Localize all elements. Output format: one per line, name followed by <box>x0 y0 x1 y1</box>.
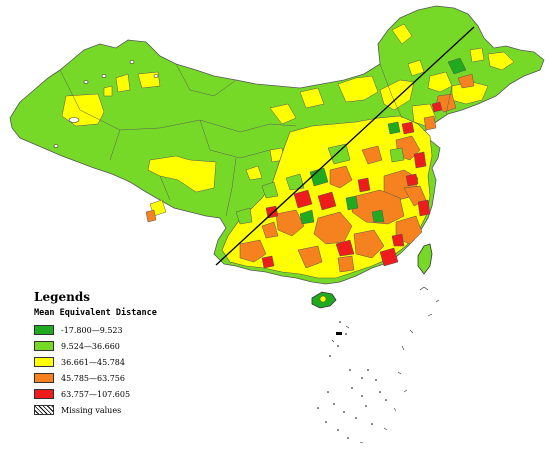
region-tibet-orange-1 <box>145 209 157 223</box>
south-china-sea-islands <box>331 286 440 444</box>
legend-swatch <box>34 325 54 335</box>
region-tibet-yellow-1 <box>147 155 217 193</box>
region-east-orange-4 <box>351 189 405 225</box>
region-east-green-3 <box>261 181 279 199</box>
region-darkgreen-2 <box>299 209 315 225</box>
legend-item-very-low: -17.800—9.523 <box>34 324 123 336</box>
region-red-4 <box>317 191 337 211</box>
legend-item-medium: 36.661—45.784 <box>34 356 125 368</box>
legend-swatch <box>34 341 54 351</box>
lakes <box>53 60 159 148</box>
region-east-orange-13 <box>261 221 279 239</box>
region-inner-mongolia-yellow-1 <box>299 87 325 109</box>
region-inner-mongolia-yellow-3 <box>379 79 415 111</box>
region-xinjiang-yellow-4 <box>103 85 113 97</box>
region-xinjiang-yellow-2 <box>115 73 131 93</box>
region-east-green-5 <box>389 147 405 163</box>
legend-swatch-hatched <box>34 405 54 415</box>
region-inner-mongolia-yellow-5 <box>407 59 425 77</box>
legend-label: -17.800—9.523 <box>61 325 123 335</box>
region-red-12 <box>405 173 419 187</box>
legend-swatch <box>34 389 54 399</box>
legend-label: Missing values <box>61 405 122 415</box>
region-northeast-orange-1 <box>457 73 475 89</box>
region-red-2 <box>413 151 427 169</box>
legend-label: 36.661—45.784 <box>61 357 125 367</box>
region-east-orange-12 <box>403 185 427 207</box>
region-inner-mongolia-yellow-4 <box>391 23 413 45</box>
legend-subtitle: Mean Equivalent Distance <box>34 308 157 318</box>
region-east-orange-7 <box>353 229 385 259</box>
island-dots <box>317 321 387 439</box>
region-red-1 <box>401 121 415 135</box>
taiwan <box>417 243 433 275</box>
legend-item-high: 45.785—63.756 <box>34 372 125 384</box>
region-northeast-red-1 <box>431 101 443 113</box>
island-black-marker <box>336 332 342 335</box>
region-east-orange-8 <box>275 209 305 237</box>
region-northeast-green-dark-1 <box>447 57 467 75</box>
region-red-11 <box>261 255 275 269</box>
legend-item-very-high: 63.757—107.605 <box>34 388 130 400</box>
legend-label: 45.785—63.756 <box>61 373 125 383</box>
region-red-9 <box>265 205 279 219</box>
region-red-7 <box>379 247 399 267</box>
region-east-green-2 <box>285 173 305 191</box>
legend-label: 9.524—36.660 <box>61 341 120 351</box>
region-red-6 <box>335 239 355 257</box>
region-east-orange-11 <box>337 255 355 273</box>
region-east-orange-14 <box>361 145 383 165</box>
region-northeast-yellow-1 <box>427 71 453 93</box>
region-red-10 <box>391 233 405 247</box>
legend-swatch <box>34 373 54 383</box>
legend-swatch <box>34 357 54 367</box>
legend-item-missing: Missing values <box>34 404 121 416</box>
region-east-green-4 <box>235 207 253 225</box>
region-east-orange-10 <box>297 245 323 269</box>
region-tibet-yellow-3 <box>245 165 263 181</box>
region-inner-mongolia-yellow-6 <box>269 103 297 125</box>
region-red-8 <box>357 177 371 193</box>
hu-line <box>215 26 475 266</box>
legend-item-low: 9.524—36.660 <box>34 340 120 352</box>
region-northeast-yellow-4 <box>469 47 485 63</box>
region-east-orange-9 <box>239 239 267 263</box>
legend-label: 63.757—107.605 <box>61 389 131 399</box>
region-liaodong-orange <box>423 115 437 131</box>
province-boundaries <box>59 63 453 217</box>
region-northeast-yellow-3 <box>487 51 515 71</box>
region-darkgreen-5 <box>371 209 385 223</box>
region-inner-mongolia-yellow-2 <box>337 75 379 103</box>
region-red-5 <box>293 189 313 209</box>
region-east-orange-2 <box>329 165 353 189</box>
legend-title: Legends <box>34 290 90 304</box>
region-darkgreen-3 <box>345 195 359 211</box>
region-darkgreen-4 <box>387 121 401 135</box>
region-red-3 <box>417 199 431 217</box>
